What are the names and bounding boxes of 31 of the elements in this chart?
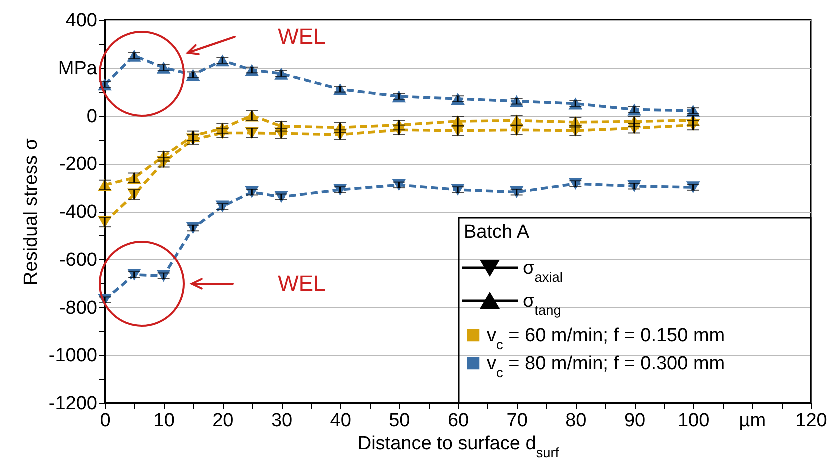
y-tick-label: -400 (59, 202, 98, 223)
x-tick-label: 0 (100, 410, 111, 432)
annotation: σ$_{tang}$ (523, 291, 562, 318)
x-tick-label: 30 (271, 410, 293, 432)
y-tick-label: 0 (86, 106, 98, 128)
x-axis-title: Distance to surface d$_{surf}$ (358, 434, 560, 460)
y-tick-label: -1200 (48, 394, 98, 414)
y-tick-label: -1000 (48, 346, 98, 367)
legend-label: v$_{c}$ = 80 m/min; f = 0.300 mm (487, 354, 726, 380)
x-tick-label: 100 (678, 410, 710, 432)
x-tick-label: 80 (566, 410, 587, 432)
x-tick-label: 120 (796, 410, 828, 432)
x-tick-label: 50 (389, 410, 410, 432)
x-tick-label: 60 (448, 410, 470, 432)
x-tick-label: 40 (330, 410, 352, 432)
legend-title: Batch A (464, 222, 530, 243)
legend-label: v$_{c}$ = 60 m/min; f = 0.150 mm (487, 326, 726, 352)
y-tick-label: -800 (59, 298, 98, 319)
annotation: WEL (278, 271, 326, 296)
annotation: WEL (278, 24, 326, 49)
x-tick-label: 20 (212, 410, 234, 432)
y-tick-label: MPa (58, 58, 98, 80)
y-axis-title: Residual stress σ (20, 138, 42, 286)
annotation: σ$_{axial}$ (523, 258, 563, 284)
x-tick-label: µm (739, 410, 766, 432)
x-tick-label: 90 (624, 410, 646, 432)
y-tick-label: 400 (66, 10, 98, 32)
x-tick-label: 10 (154, 410, 175, 432)
y-tick-label: -600 (59, 250, 98, 271)
y-tick-label: -200 (59, 154, 98, 176)
x-tick-label: 70 (506, 410, 528, 432)
